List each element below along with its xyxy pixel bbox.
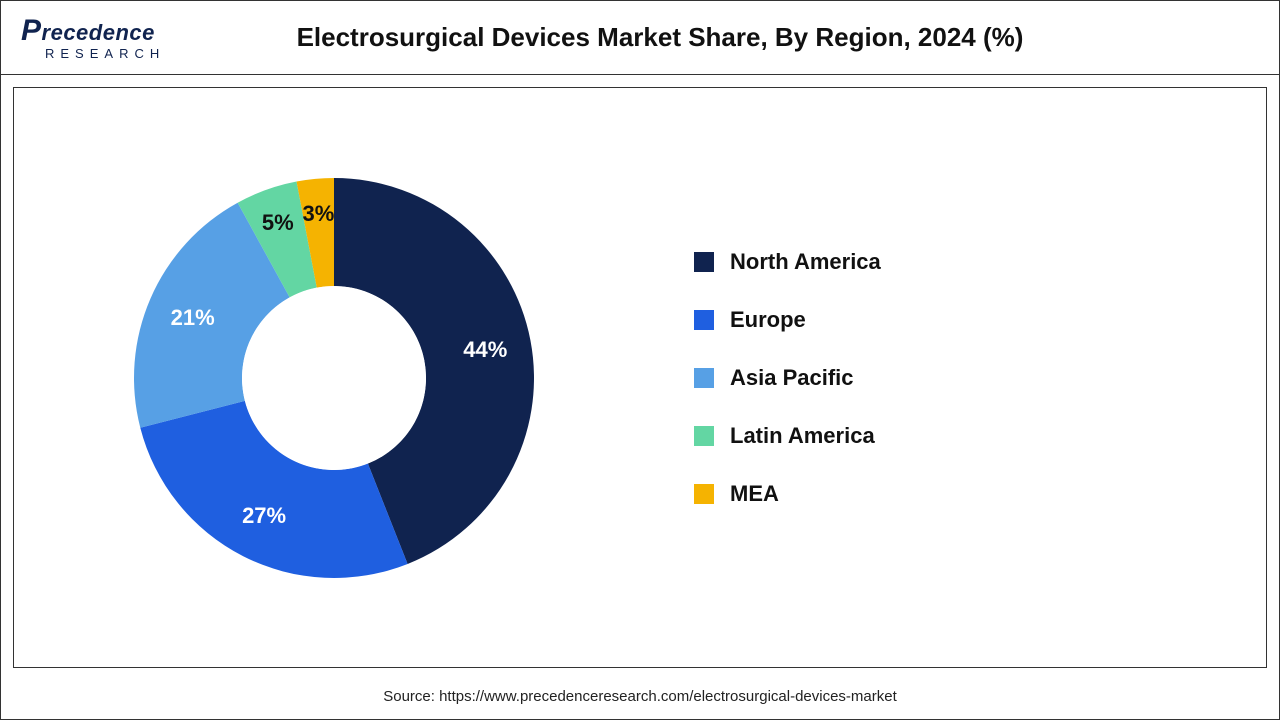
slice-pct-label: 44% [463, 337, 507, 362]
legend-label: North America [730, 249, 881, 275]
legend-swatch [694, 484, 714, 504]
logo-rest: recedence [42, 20, 155, 45]
chart-body: 44% 27% 21% 5% 3% North America Europe Asia Pa… [13, 87, 1267, 668]
header-bar: Precedence RESEARCH Electrosurgical Devi… [1, 1, 1279, 75]
legend-item-0: North America [694, 249, 1226, 275]
chart-title: Electrosurgical Devices Market Share, By… [181, 22, 1259, 53]
legend-item-2: Asia Pacific [694, 365, 1226, 391]
logo-line2: RESEARCH [21, 46, 181, 61]
brand-logo: Precedence RESEARCH [21, 14, 181, 61]
legend-label: Asia Pacific [730, 365, 854, 391]
logo-p: P [21, 14, 42, 47]
slice-pct-label: 27% [242, 503, 286, 528]
report-frame: Precedence RESEARCH Electrosurgical Devi… [0, 0, 1280, 720]
legend-swatch [694, 426, 714, 446]
legend-item-1: Europe [694, 307, 1226, 333]
legend-swatch [694, 368, 714, 388]
slice-pct-label: 3% [302, 200, 334, 225]
slice-pct-label: 5% [262, 209, 294, 234]
legend-item-3: Latin America [694, 423, 1226, 449]
source-citation: Source: https://www.precedenceresearch.c… [1, 680, 1279, 719]
legend-label: Latin America [730, 423, 875, 449]
legend-label: MEA [730, 481, 779, 507]
legend-swatch [694, 310, 714, 330]
legend-label: Europe [730, 307, 806, 333]
legend-swatch [694, 252, 714, 272]
logo-line1: Precedence [21, 14, 181, 48]
legend: North America Europe Asia Pacific Latin Ame… [654, 217, 1266, 539]
legend-item-4: MEA [694, 481, 1226, 507]
donut-svg: 44% 27% 21% 5% 3% [74, 118, 594, 638]
donut-hole [242, 286, 426, 470]
slice-pct-label: 21% [171, 304, 215, 329]
donut-chart: 44% 27% 21% 5% 3% [14, 88, 654, 667]
